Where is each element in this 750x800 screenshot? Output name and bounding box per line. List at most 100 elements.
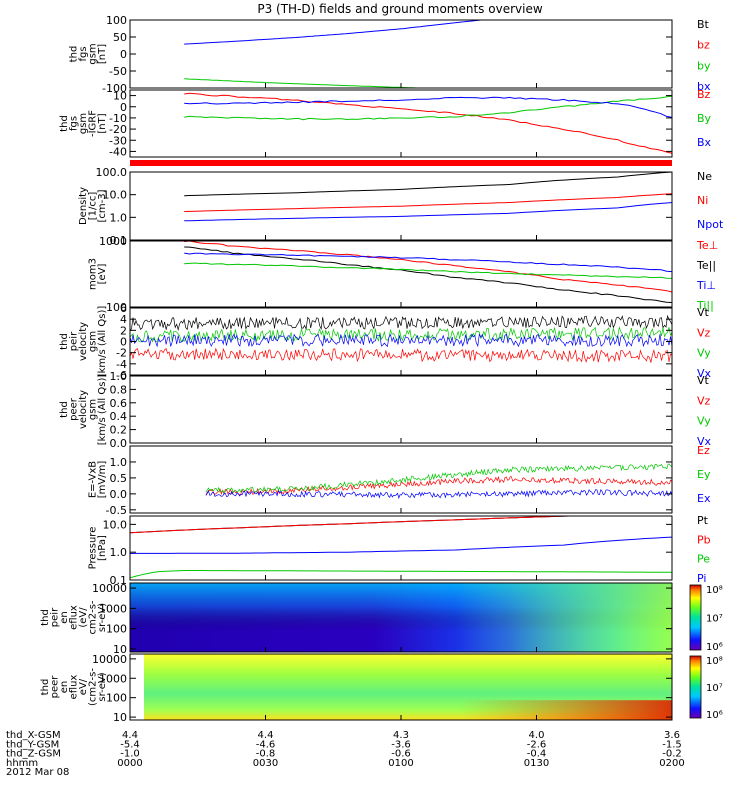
y-tick-label: 1000 (99, 672, 127, 685)
panel-9: 10⁸ 10⁷ 10⁶ 10 100 1000 10000 thdpeireneflux(eV… (40, 582, 723, 656)
legend-bz: Bz (697, 88, 711, 101)
y-axis-label-line: fgs (78, 46, 89, 61)
legend-ti: Ti|| (696, 299, 714, 312)
spectrogram-lowE-hot (144, 700, 672, 720)
y-axis-label-line: cm2-s- (88, 600, 99, 634)
orbit-value: 0200 (659, 758, 684, 769)
colorbar-label-bottom: 10⁶ (706, 710, 723, 721)
y-axis-label-line: en (59, 611, 70, 624)
legend-vt: Vt (697, 306, 710, 319)
y-tick-label: -30 (109, 134, 127, 147)
y-axis-label: mom3[eV] (88, 258, 109, 290)
orbit-value: 0100 (388, 758, 413, 769)
orbit-value: -0.4 (527, 749, 547, 760)
y-axis-label-line: peer (69, 397, 80, 421)
y-tick-label: 10 (113, 90, 127, 103)
legend-ni: Ni (697, 194, 708, 207)
colorbar-label-top: 10⁸ (706, 656, 723, 667)
legend-vt: Vt (697, 374, 710, 387)
series-line-ti (184, 262, 673, 279)
panel-6: 0.00.20.40.60.81.0thdpeervelocitygsm[km/… (59, 370, 712, 450)
colorbar: 10⁸ 10⁷ 10⁶ (689, 584, 723, 653)
legend-pi: Pi (697, 572, 706, 585)
colorbar-label-bottom: 10⁶ (706, 642, 723, 653)
series-line-vz (129, 347, 673, 363)
y-axis-label-line: -IGRF (88, 110, 99, 137)
y-tick-label: 0 (120, 48, 127, 61)
series-line-ex (205, 489, 673, 500)
legend-ez: Ez (697, 444, 710, 457)
y-tick-label: 10000 (92, 653, 127, 666)
orbit-row-label: thd_Y-GSM (6, 739, 59, 750)
orbit-value: 4.4 (258, 730, 274, 741)
series-line-bz (184, 92, 673, 154)
legend-vz: Vz (697, 326, 711, 339)
orbit-value: 4.0 (529, 730, 545, 741)
y-axis-label-line: thd (59, 401, 70, 418)
y-axis-label-line: fgs (69, 116, 80, 131)
y-tick-label: 0.1 (110, 574, 128, 587)
y-axis-label-line: thd (40, 609, 51, 626)
colorbar-scale (689, 584, 702, 651)
orbit-value: 0130 (524, 758, 549, 769)
colorbar-scale (689, 655, 702, 719)
y-axis-label-line: velocity (78, 390, 89, 429)
panel-10: 10⁸ 10⁷ 10⁶ 10 100 1000 10000 thdpeerenefluxeV/… (40, 653, 723, 724)
y-tick-label: 0.2 (110, 424, 128, 437)
y-tick-label: 100.0 (96, 166, 128, 179)
orbit-value: -3.6 (391, 739, 411, 750)
y-tick-label: 1000 (99, 235, 127, 248)
orbit-value: -4.6 (256, 739, 276, 750)
orbit-value: -5.4 (120, 739, 140, 750)
y-axis-label-line: [mV/m] (97, 461, 108, 499)
y-tick-label: 10.0 (103, 189, 128, 202)
y-axis-label-line: thd (59, 115, 70, 132)
series-line-by (184, 95, 673, 121)
orbit-value: -1.5 (662, 739, 682, 750)
y-axis-label-line: peir (50, 607, 61, 627)
series-line-vy (129, 326, 673, 343)
spectrogram-gap (130, 654, 144, 720)
y-tick-label: 0.6 (110, 397, 128, 410)
legend-vx: Vx (697, 367, 712, 380)
series-line-ey (205, 463, 673, 494)
y-tick-label: 0 (120, 336, 127, 349)
y-axis-label-line: (eV/ (78, 607, 89, 628)
series-line-bx (184, 96, 673, 118)
series-line-ez (205, 476, 673, 496)
orbit-row-label: thd_X-GSM (6, 730, 61, 741)
y-tick-label: 1.0 (110, 456, 128, 469)
spectrogram-late-flux (130, 583, 672, 652)
y-axis-label: Pressure[nPa] (88, 527, 109, 570)
y-tick-label: -10 (109, 112, 127, 125)
y-axis-label: Density[1/cc][cm-3] (78, 187, 108, 225)
y-tick-label: 1.0 (110, 546, 128, 559)
y-tick-label: -0.5 (106, 504, 127, 517)
y-tick-label: 100 (106, 623, 127, 636)
legend-ex: Ex (697, 492, 711, 505)
legend-vz: Vz (697, 394, 711, 407)
panel-frame (129, 240, 673, 308)
y-tick-label: 0 (120, 101, 127, 114)
y-tick-label: 0.0 (110, 488, 128, 501)
orbit-footer: thd_X-GSM 4.4 4.4 4.3 4.0 3.6 thd_Y-GSM -5.4 -4.… (6, 730, 685, 778)
series-line-vt (129, 314, 673, 331)
figure-title: P3 (TH-D) fields and ground moments over… (257, 2, 542, 16)
y-tick-label: 100 (106, 692, 127, 705)
y-axis-label-line: [1/cc] (88, 192, 99, 221)
y-axis-label-line: velocity (78, 322, 89, 361)
y-axis-label-line: sr-eV) (97, 672, 108, 701)
legend-ne: Ne (697, 170, 712, 183)
y-axis-label-line: [cm-3] (97, 189, 108, 222)
y-axis-label-line: peer (50, 675, 61, 699)
